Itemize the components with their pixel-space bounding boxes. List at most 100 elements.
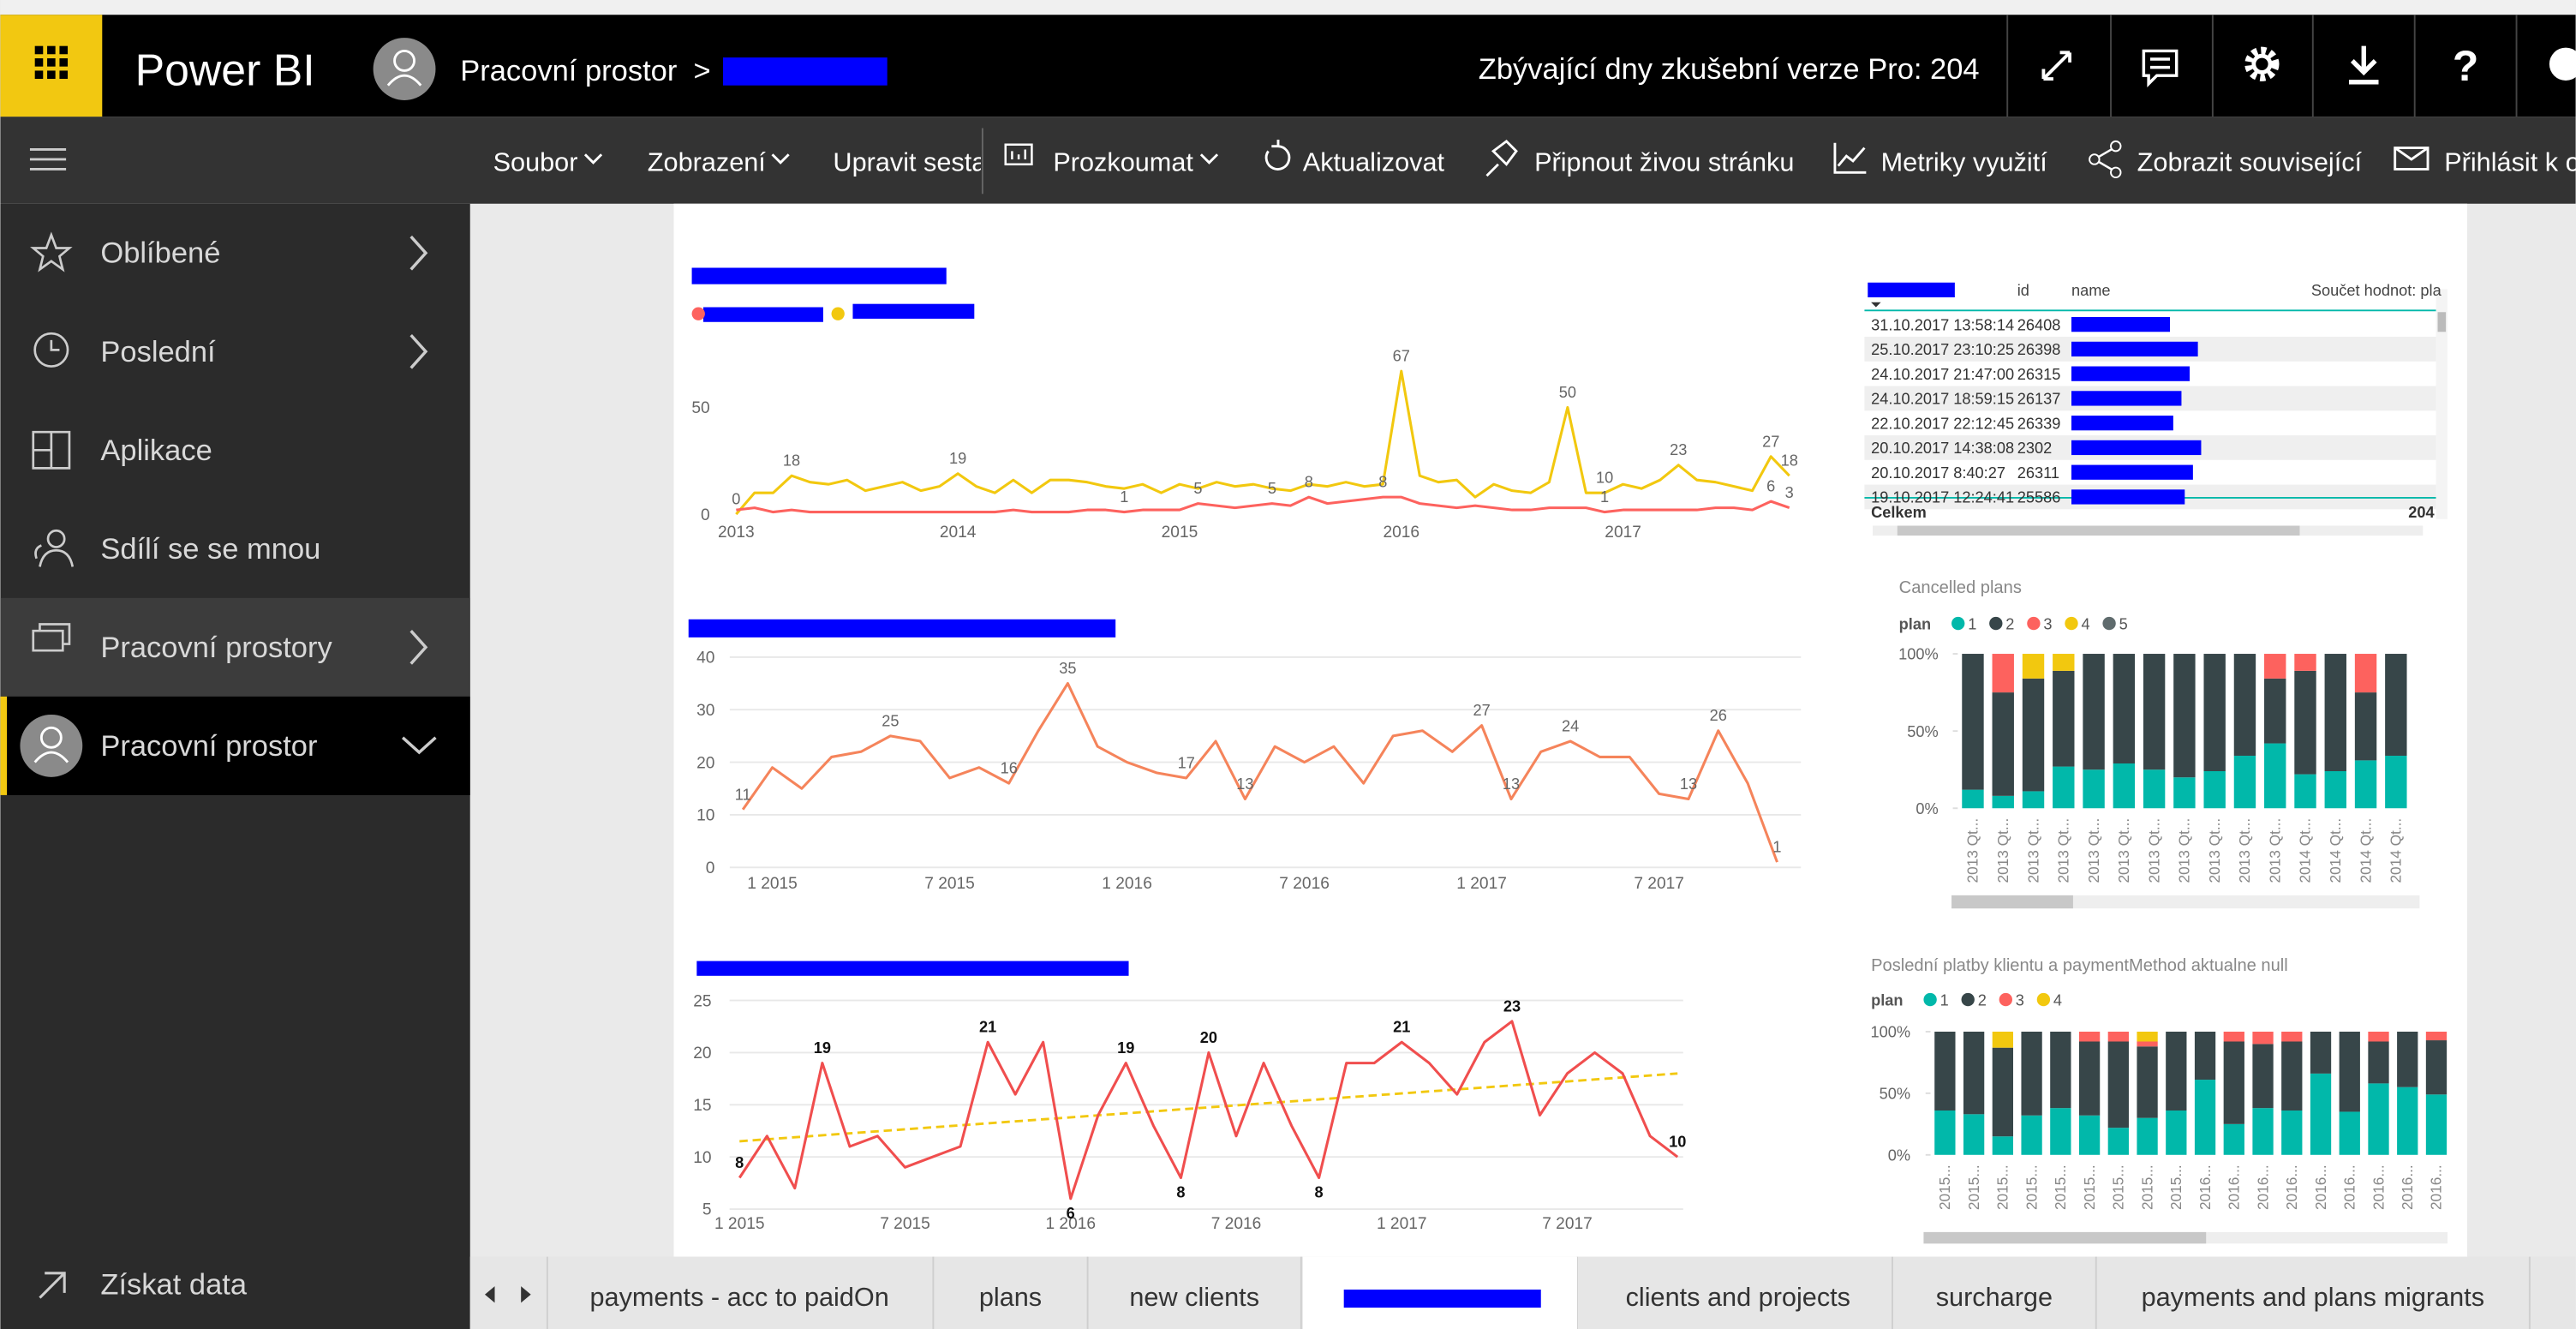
fullscreen-icon[interactable] (2041, 51, 2071, 81)
legend-swatch (1989, 616, 2003, 631)
help-icon[interactable]: ? (2453, 42, 2478, 90)
tab[interactable]: clients and projects (1626, 1283, 1850, 1312)
hamburger[interactable] (29, 148, 67, 171)
y-tick-label: 0% (1888, 1146, 1910, 1164)
data-label: 17 (1178, 754, 1195, 771)
active-marker (0, 696, 8, 795)
nav-workspace[interactable]: Pracovní prostor (100, 730, 317, 763)
x-tick-label: 2013 Qt... (2266, 818, 2283, 883)
tab[interactable]: new clients (1129, 1283, 1259, 1312)
nav-get-data[interactable]: Získat data (100, 1269, 247, 1302)
legend-dot (831, 307, 845, 320)
tab-next[interactable] (521, 1286, 531, 1303)
bar-segment (2294, 774, 2316, 809)
bar-segment (2203, 771, 2226, 809)
v-scroll-thumb[interactable] (2437, 312, 2447, 332)
data-label: 10 (1596, 470, 1613, 487)
nav-shared[interactable]: Sdílí se se mnou (100, 533, 320, 566)
workspace-avatar (20, 714, 83, 777)
bar-segment (2137, 1117, 2158, 1155)
chevron (771, 153, 790, 165)
menu-pin[interactable]: Připnout živou stránku (1534, 147, 1794, 177)
bar-segment (2368, 1083, 2389, 1155)
settings-icon[interactable] (2244, 46, 2280, 81)
apps-icon (32, 430, 71, 470)
download-icon[interactable] (2348, 45, 2379, 85)
chart-scroll-thumb[interactable] (1923, 1231, 2207, 1244)
menu-subscribe[interactable]: Přihlásit k o (2444, 147, 2576, 177)
bar-segment (2339, 1031, 2360, 1112)
comment-icon[interactable] (2142, 49, 2179, 87)
x-tick-label: 7 2017 (1542, 1215, 1593, 1233)
tab[interactable]: payments - acc to paidOn (589, 1283, 888, 1312)
line-series (736, 495, 1790, 514)
bar-segment (1992, 692, 2014, 796)
data-label: 27 (1762, 433, 1779, 450)
data-label: 67 (1393, 348, 1410, 365)
workspace[interactable]: Pracovní prostor (460, 55, 677, 87)
legend-title: plan (1899, 615, 1931, 632)
menu-metrics[interactable]: Metriky využití (1881, 147, 2048, 177)
x-tick-label: 2013 Qt... (1994, 818, 2011, 883)
cell-id: 26408 (2017, 316, 2061, 333)
tab[interactable]: surcharge (1936, 1283, 2053, 1312)
tab-separators (546, 1256, 2531, 1329)
bar-segment (1992, 1031, 2014, 1048)
chevron (583, 153, 603, 165)
menu-explore[interactable]: Prozkoumat (1053, 147, 1193, 177)
bar-segment (1934, 1110, 1956, 1155)
sidebar-chevrons (401, 235, 437, 755)
data-label: 24 (1562, 718, 1579, 735)
bar-segment (2113, 763, 2136, 809)
tab[interactable]: payments and plans migrants (2142, 1283, 2484, 1312)
bar-segment (2021, 1031, 2042, 1116)
cell-date: 20.10.2017 14:38:08 (1871, 440, 2014, 457)
nav-favorites[interactable]: Oblíbené (100, 237, 220, 270)
legend-swatch (1923, 992, 1937, 1007)
data-label: 25 (882, 712, 899, 729)
menu-related[interactable]: Zobrazit související (2137, 147, 2363, 177)
x-tick-label: 2013 Qt... (2236, 818, 2253, 883)
settings-icon-core (2251, 53, 2273, 75)
bar-segment (2252, 1044, 2274, 1109)
menu-refresh[interactable]: Aktualizovat (1303, 147, 1445, 177)
avatar[interactable] (373, 38, 436, 100)
x-tick-label: 2016... (2341, 1164, 2358, 1210)
nav-recent[interactable]: Poslední (100, 336, 216, 368)
bar-segment (2137, 1041, 2158, 1047)
v-scroll[interactable] (2436, 289, 2448, 519)
data-label: 8 (1305, 474, 1313, 491)
h-scroll-thumb[interactable] (1897, 525, 2300, 536)
data-label: 18 (783, 452, 800, 470)
y-tick-label: 10 (696, 807, 714, 825)
legend-swatch (1951, 616, 1965, 631)
menu-view[interactable]: Zobrazení (648, 147, 767, 177)
bar-segment (2324, 654, 2346, 772)
bar-segment (2107, 1031, 2129, 1042)
x-tick-label: 2013 Qt... (2145, 818, 2162, 883)
menu-edit[interactable]: Upravit sesta (833, 147, 987, 177)
nav-apps[interactable]: Aplikace (100, 434, 212, 467)
nav-workspaces[interactable]: Pracovní prostory (100, 632, 332, 664)
tab[interactable]: plans (979, 1283, 1042, 1312)
bar-segment (2166, 1110, 2187, 1155)
bar-segment (2022, 654, 2045, 679)
x-tick-label: 2015 (1162, 524, 1198, 542)
bar-segment (2397, 1031, 2418, 1087)
redaction (722, 57, 888, 86)
tab-prev[interactable] (484, 1286, 495, 1303)
legend-label: 1 (1968, 615, 1976, 632)
chart-title: Poslední platby klientu a paymentMethod … (1871, 956, 2288, 975)
bar-segment (2385, 654, 2407, 756)
chart-scroll-thumb[interactable] (1951, 895, 2073, 909)
legend-swatch (1999, 992, 2012, 1007)
bar-segment (2021, 1115, 2042, 1155)
menu-file[interactable]: Soubor (493, 147, 578, 177)
redaction (2071, 489, 2185, 505)
bar-segment (2203, 654, 2226, 772)
bar-segment (2022, 791, 2045, 809)
bar-segment (2425, 1040, 2447, 1095)
x-tick-label: 2013 (718, 524, 755, 542)
feedback-icon[interactable] (2549, 47, 2576, 81)
